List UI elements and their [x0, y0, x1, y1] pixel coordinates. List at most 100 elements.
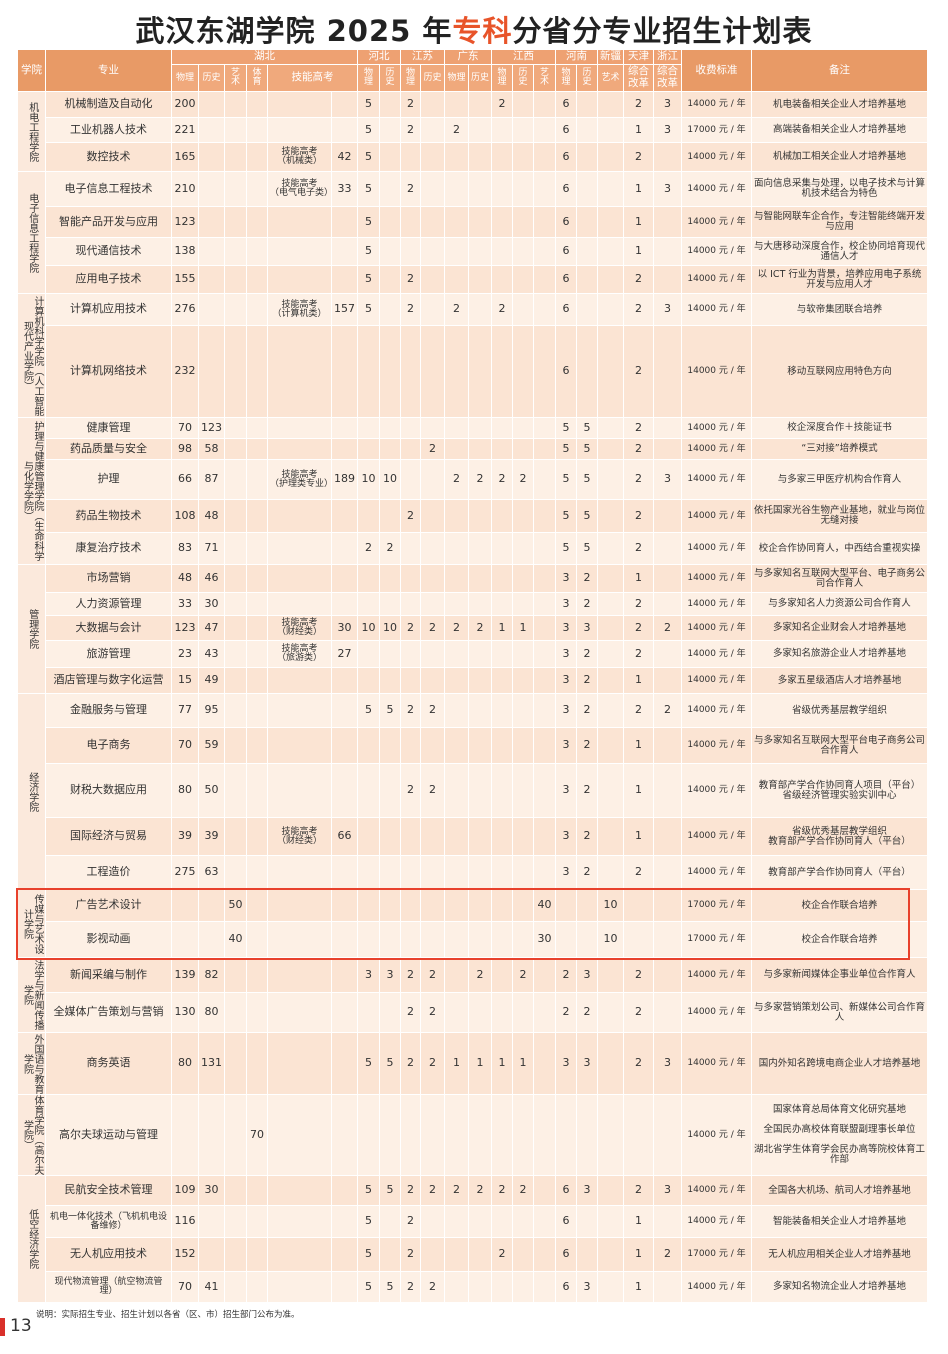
- quota: [654, 238, 682, 266]
- quota: 2: [624, 266, 654, 294]
- quota: 155: [172, 266, 199, 294]
- quota: 5: [577, 460, 598, 500]
- remark: 多家知名旅游企业人才培养基地: [752, 641, 928, 668]
- quota: [199, 294, 225, 326]
- quota: 5: [380, 1176, 401, 1206]
- quota: [598, 565, 624, 593]
- quota: [469, 856, 492, 890]
- major-name: 药品质量与安全: [46, 439, 172, 460]
- quota: 6: [556, 238, 577, 266]
- quota: 210: [172, 172, 199, 207]
- remark: 与多家知名人力资源公司合作育人: [752, 593, 928, 616]
- remark: 校企合作协同育人，中西结合重视实操: [752, 533, 928, 565]
- quota: [598, 266, 624, 294]
- quota: [513, 694, 534, 728]
- quota: [421, 143, 445, 172]
- college-name: 法学与新闻传播学院: [18, 958, 46, 1033]
- fee: 14000 元 / 年: [682, 1206, 752, 1238]
- quota: [380, 818, 401, 856]
- quota: 275: [172, 856, 199, 890]
- quota: 3: [556, 616, 577, 641]
- remark: 机械加工相关企业人才培养基地: [752, 143, 928, 172]
- major-name: 药品生物技术: [46, 500, 172, 533]
- quota: [332, 439, 358, 460]
- quota: [380, 439, 401, 460]
- quota: [534, 694, 556, 728]
- quota: [654, 1272, 682, 1303]
- quota: 2: [624, 418, 654, 439]
- quota: [421, 728, 445, 764]
- quota: [225, 460, 247, 500]
- remark: 以 ICT 行业为背景，培养应用电子系统开发与应用人才: [752, 266, 928, 294]
- quota: [445, 856, 469, 890]
- exam-type: 技能高考 （计算机类）: [268, 294, 332, 326]
- quota: [225, 172, 247, 207]
- province-header: 广东: [445, 50, 492, 65]
- quota: [492, 890, 513, 922]
- quota: [421, 533, 445, 565]
- subject-header: 体育: [247, 65, 268, 92]
- quota: 123: [172, 616, 199, 641]
- quota: 2: [624, 143, 654, 172]
- major-name: 大数据与会计: [46, 616, 172, 641]
- quota: [598, 1176, 624, 1206]
- quota: 40: [225, 922, 247, 958]
- quota: [492, 993, 513, 1033]
- title-text: 武汉东湖学院 2025 年: [135, 14, 453, 48]
- remark: 多家知名物流企业人才培养基地: [752, 1272, 928, 1303]
- quota: 5: [358, 118, 380, 143]
- quota: [534, 460, 556, 500]
- quota: [469, 326, 492, 418]
- quota: [421, 294, 445, 326]
- fee: 14000 元 / 年: [682, 1033, 752, 1095]
- page-marker: [0, 1318, 5, 1336]
- quota: [421, 856, 445, 890]
- quota: [598, 641, 624, 668]
- quota: [445, 92, 469, 118]
- quota: [247, 856, 268, 890]
- quota: 138: [172, 238, 199, 266]
- header-cell: 收费标准: [682, 50, 752, 92]
- quota: 2: [401, 294, 421, 326]
- major-name: 护理: [46, 460, 172, 500]
- quota: 2: [421, 764, 445, 818]
- header-cell: 学院: [18, 50, 46, 92]
- quota: [380, 92, 401, 118]
- quota: 1: [513, 616, 534, 641]
- quota: 3: [577, 958, 598, 993]
- quota: [598, 500, 624, 533]
- quota: 1: [624, 818, 654, 856]
- quota: [247, 533, 268, 565]
- quota: 1: [492, 616, 513, 641]
- quota: [380, 500, 401, 533]
- quota: 6: [556, 1176, 577, 1206]
- quota: 2: [577, 818, 598, 856]
- quota: [445, 1206, 469, 1238]
- quota: [225, 1206, 247, 1238]
- quota: [380, 326, 401, 418]
- quota: 5: [380, 694, 401, 728]
- fee: 14000 元 / 年: [682, 616, 752, 641]
- quota: [380, 294, 401, 326]
- major-name: 康复治疗技术: [46, 533, 172, 565]
- quota: 3: [380, 958, 401, 993]
- quota: [577, 922, 598, 958]
- page-number: 13: [10, 1316, 32, 1336]
- quota: [401, 207, 421, 238]
- quota: [469, 92, 492, 118]
- college-name: 护理与健康管理学院（生命科学与化学学院）: [18, 418, 46, 565]
- quota: [332, 1033, 358, 1095]
- subject-header: 艺术: [534, 65, 556, 92]
- quota: [358, 668, 380, 694]
- quota: [247, 143, 268, 172]
- quota: [598, 616, 624, 641]
- quota: 152: [172, 1238, 199, 1272]
- quota: [469, 764, 492, 818]
- exam-type: [268, 694, 332, 728]
- quota: 2: [421, 439, 445, 460]
- quota: [401, 890, 421, 922]
- quota: [598, 694, 624, 728]
- quota: 2: [654, 616, 682, 641]
- quota: [247, 1272, 268, 1303]
